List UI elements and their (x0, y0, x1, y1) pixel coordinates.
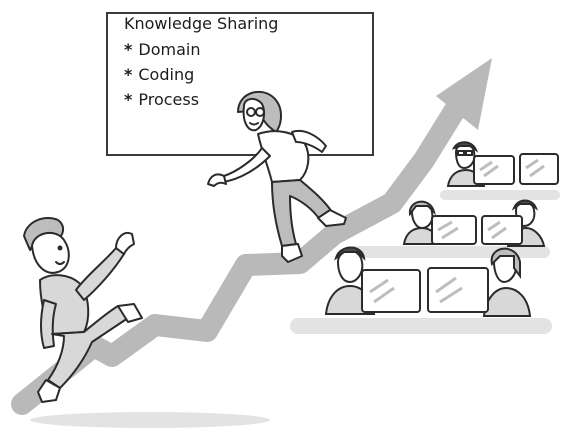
climbing-man-icon (23, 217, 143, 403)
asterisk-icon: * (124, 40, 133, 59)
growth-arrow-icon (11, 58, 492, 415)
whiteboard-item-label: Coding (138, 65, 195, 84)
whiteboard-item-label: Process (138, 90, 200, 109)
laptop-icon (431, 215, 523, 245)
whiteboard-item: * Process (124, 90, 200, 115)
whiteboard-item: * Coding (124, 65, 200, 90)
whiteboard-title: Knowledge Sharing (124, 14, 279, 33)
whiteboard-list: * Domain * Coding * Process (124, 40, 200, 115)
ground-shadow (30, 190, 560, 428)
laptop-icon (473, 153, 559, 185)
laptop-icon (361, 267, 489, 313)
climbing-woman-icon (207, 90, 347, 263)
whiteboard-item: * Domain (124, 40, 200, 65)
asterisk-icon: * (124, 65, 133, 84)
whiteboard (106, 12, 374, 156)
asterisk-icon: * (124, 90, 133, 109)
whiteboard-item-label: Domain (138, 40, 201, 59)
